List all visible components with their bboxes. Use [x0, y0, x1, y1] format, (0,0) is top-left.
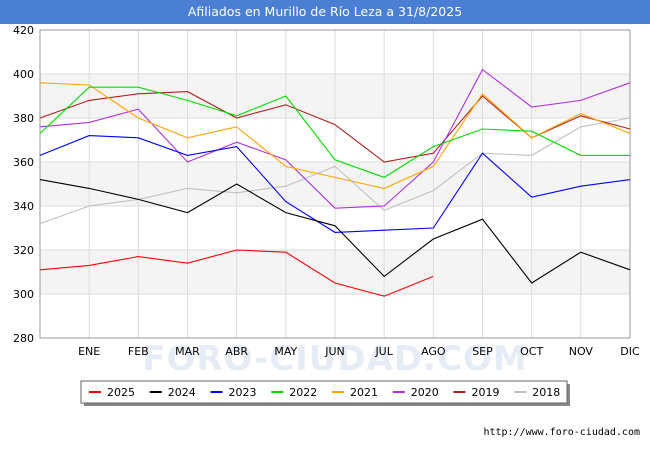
- series-line-2021: [39, 82, 631, 189]
- y-axis-tick-labels: 280 300 320 340 360 380 400 420: [13, 24, 34, 345]
- series-line-2023: [39, 135, 631, 233]
- series-line-2025: [39, 249, 434, 297]
- legend-box: [80, 380, 568, 404]
- x-tick-label: MAR: [175, 345, 200, 358]
- y-tick-label: 340: [13, 200, 34, 213]
- x-tick-label: ENE: [78, 345, 100, 358]
- x-tick-label: JUL: [374, 345, 393, 358]
- legend-label: 2025: [107, 386, 135, 399]
- x-tick-label: OCT: [520, 345, 543, 358]
- y-tick-label: 380: [13, 112, 34, 125]
- footer-url: http://www.foro-ciudad.com: [483, 427, 640, 438]
- y-tick-label: 300: [13, 288, 34, 301]
- y-tick-label: 420: [13, 24, 34, 37]
- legend-label: 2024: [168, 386, 196, 399]
- series-line-2020: [39, 68, 631, 209]
- legend-label: 2020: [411, 386, 439, 399]
- y-tick-label: 360: [13, 156, 34, 169]
- x-tick-label: SEP: [472, 345, 493, 358]
- watermark: FORO-CIUDAD.COM: [142, 339, 528, 379]
- title-bar: [0, 0, 650, 24]
- legend-label: 2019: [472, 386, 500, 399]
- x-tick-label: MAY: [274, 345, 297, 358]
- legend: 2025 2024 2023 2022 2021 2020 2019 2018: [80, 380, 570, 406]
- legend-label: 2021: [350, 386, 378, 399]
- x-tick-label: JUN: [324, 345, 345, 358]
- grid-lines: [39, 29, 631, 339]
- series-line-2024: [39, 179, 631, 284]
- chart-title: Afiliados en Murillo de Río Leza a 31/8/…: [187, 4, 463, 19]
- y-tick-label: 400: [13, 68, 34, 81]
- plot-border: [39, 29, 631, 339]
- y-tick-label: 320: [13, 244, 34, 257]
- legend-label: 2023: [229, 386, 257, 399]
- series-line-2022: [39, 86, 630, 179]
- x-tick-label: NOV: [569, 345, 594, 358]
- y-tick-label: 280: [13, 332, 34, 345]
- series-lines: [39, 68, 631, 297]
- x-tick-label: DIC: [620, 345, 640, 358]
- x-tick-label: AGO: [421, 345, 446, 358]
- x-tick-label: FEB: [128, 345, 149, 358]
- legend-label: 2022: [289, 386, 317, 399]
- legend-label: 2018: [532, 386, 560, 399]
- x-tick-label: ABR: [225, 345, 248, 358]
- x-axis-tick-labels: ENE FEB MAR ABR MAY JUN JUL AGO SEP OCT NOV DIC: [78, 345, 640, 358]
